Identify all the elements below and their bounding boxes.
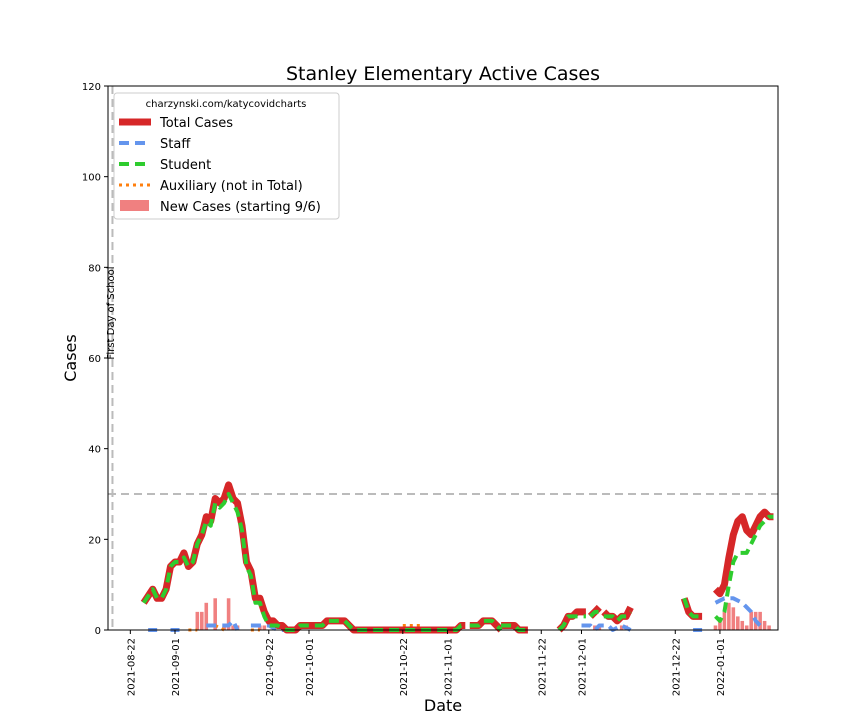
new-cases-bar xyxy=(713,625,718,630)
new-cases-bar xyxy=(231,625,235,630)
x-tick-label: 2021-10-22 xyxy=(399,638,410,696)
student-line xyxy=(603,610,633,623)
new-cases-bar xyxy=(749,611,753,630)
legend-label-new-cases-starting-9-6: New Cases (starting 9/6) xyxy=(160,200,321,215)
new-cases-bar xyxy=(762,620,767,630)
new-cases-bar xyxy=(619,625,624,630)
y-axis-label: Cases xyxy=(61,334,80,382)
legend-label-student: Student xyxy=(160,158,211,173)
new-cases-bar xyxy=(204,602,209,630)
legend-box xyxy=(113,92,340,220)
x-tick-label: 2021-09-01 xyxy=(171,638,182,696)
new-cases-bar xyxy=(767,625,771,630)
new-cases-bar xyxy=(262,625,267,630)
new-cases-bar xyxy=(195,611,200,630)
student-line xyxy=(682,597,703,619)
y-tick-label: 120 xyxy=(82,82,101,93)
staff-line xyxy=(206,618,240,631)
legend-label-total-cases: Total Cases xyxy=(159,116,233,131)
first-day-of-school-label: First Day of School xyxy=(106,266,117,359)
y-tick-label: 20 xyxy=(88,535,101,546)
new-cases-bar xyxy=(722,611,727,630)
student-line xyxy=(557,614,586,632)
new-cases-bar xyxy=(226,598,231,630)
new-cases-bar xyxy=(740,620,745,630)
reference-lines xyxy=(108,86,778,630)
legend: charzynski.com/katycovidcharts Total Cas… xyxy=(113,92,340,220)
x-axis-ticks: 2021-08-22 2021-09-01 2021-09-22 2021-10-01… xyxy=(126,630,727,696)
legend-items: Total Cases Staff Student Auxiliary (not in… xyxy=(119,116,321,215)
new-cases-bar xyxy=(258,625,262,630)
total-cases-line xyxy=(712,508,774,598)
x-axis-label: Date xyxy=(424,696,462,715)
legend-swatch-new-cases-starting-9-6 xyxy=(120,200,149,211)
y-tick-label: 60 xyxy=(88,354,101,365)
x-tick-label: 2021-08-22 xyxy=(126,638,137,696)
chart-title: Stanley Elementary Active Cases xyxy=(286,63,600,85)
staff-line xyxy=(714,596,762,627)
staff-line xyxy=(581,623,632,632)
legend-label-staff: Staff xyxy=(160,137,191,152)
legend-label-auxiliary-not-in-total: Auxiliary (not in Total) xyxy=(160,179,303,194)
new-cases-bar xyxy=(727,602,731,630)
x-tick-label: 2021-10-01 xyxy=(305,638,316,696)
y-tick-label: 0 xyxy=(95,626,101,637)
new-cases-bar xyxy=(744,625,749,630)
new-cases-bar xyxy=(222,625,226,630)
y-tick-label: 80 xyxy=(88,263,101,274)
student-line xyxy=(142,492,466,632)
legend-title: charzynski.com/katycovidcharts xyxy=(146,99,307,110)
x-tick-label: 2021-12-01 xyxy=(577,638,588,696)
student-line xyxy=(714,514,774,623)
y-tick-label: 40 xyxy=(88,445,101,456)
y-tick-label: 100 xyxy=(82,173,101,184)
student-line xyxy=(588,609,600,618)
new-cases-bar xyxy=(758,611,762,630)
new-cases-bar xyxy=(731,607,736,630)
new-cases-bar xyxy=(200,611,204,630)
new-cases-bars xyxy=(195,598,771,630)
auxiliary-not-in-total-line xyxy=(214,624,225,632)
new-cases-bar xyxy=(736,616,740,630)
new-cases-bar xyxy=(213,598,217,630)
x-tick-label: 2021-11-01 xyxy=(443,638,454,696)
y-axis-ticks: 0 20 40 60 80 100 120 xyxy=(82,82,108,637)
x-tick-label: 2022-01-01 xyxy=(716,638,727,696)
x-tick-label: 2021-09-22 xyxy=(265,638,276,696)
student-line xyxy=(469,618,503,632)
x-tick-label: 2021-12-22 xyxy=(671,638,682,696)
new-cases-bar xyxy=(718,620,722,630)
x-tick-label: 2021-11-22 xyxy=(537,638,548,696)
